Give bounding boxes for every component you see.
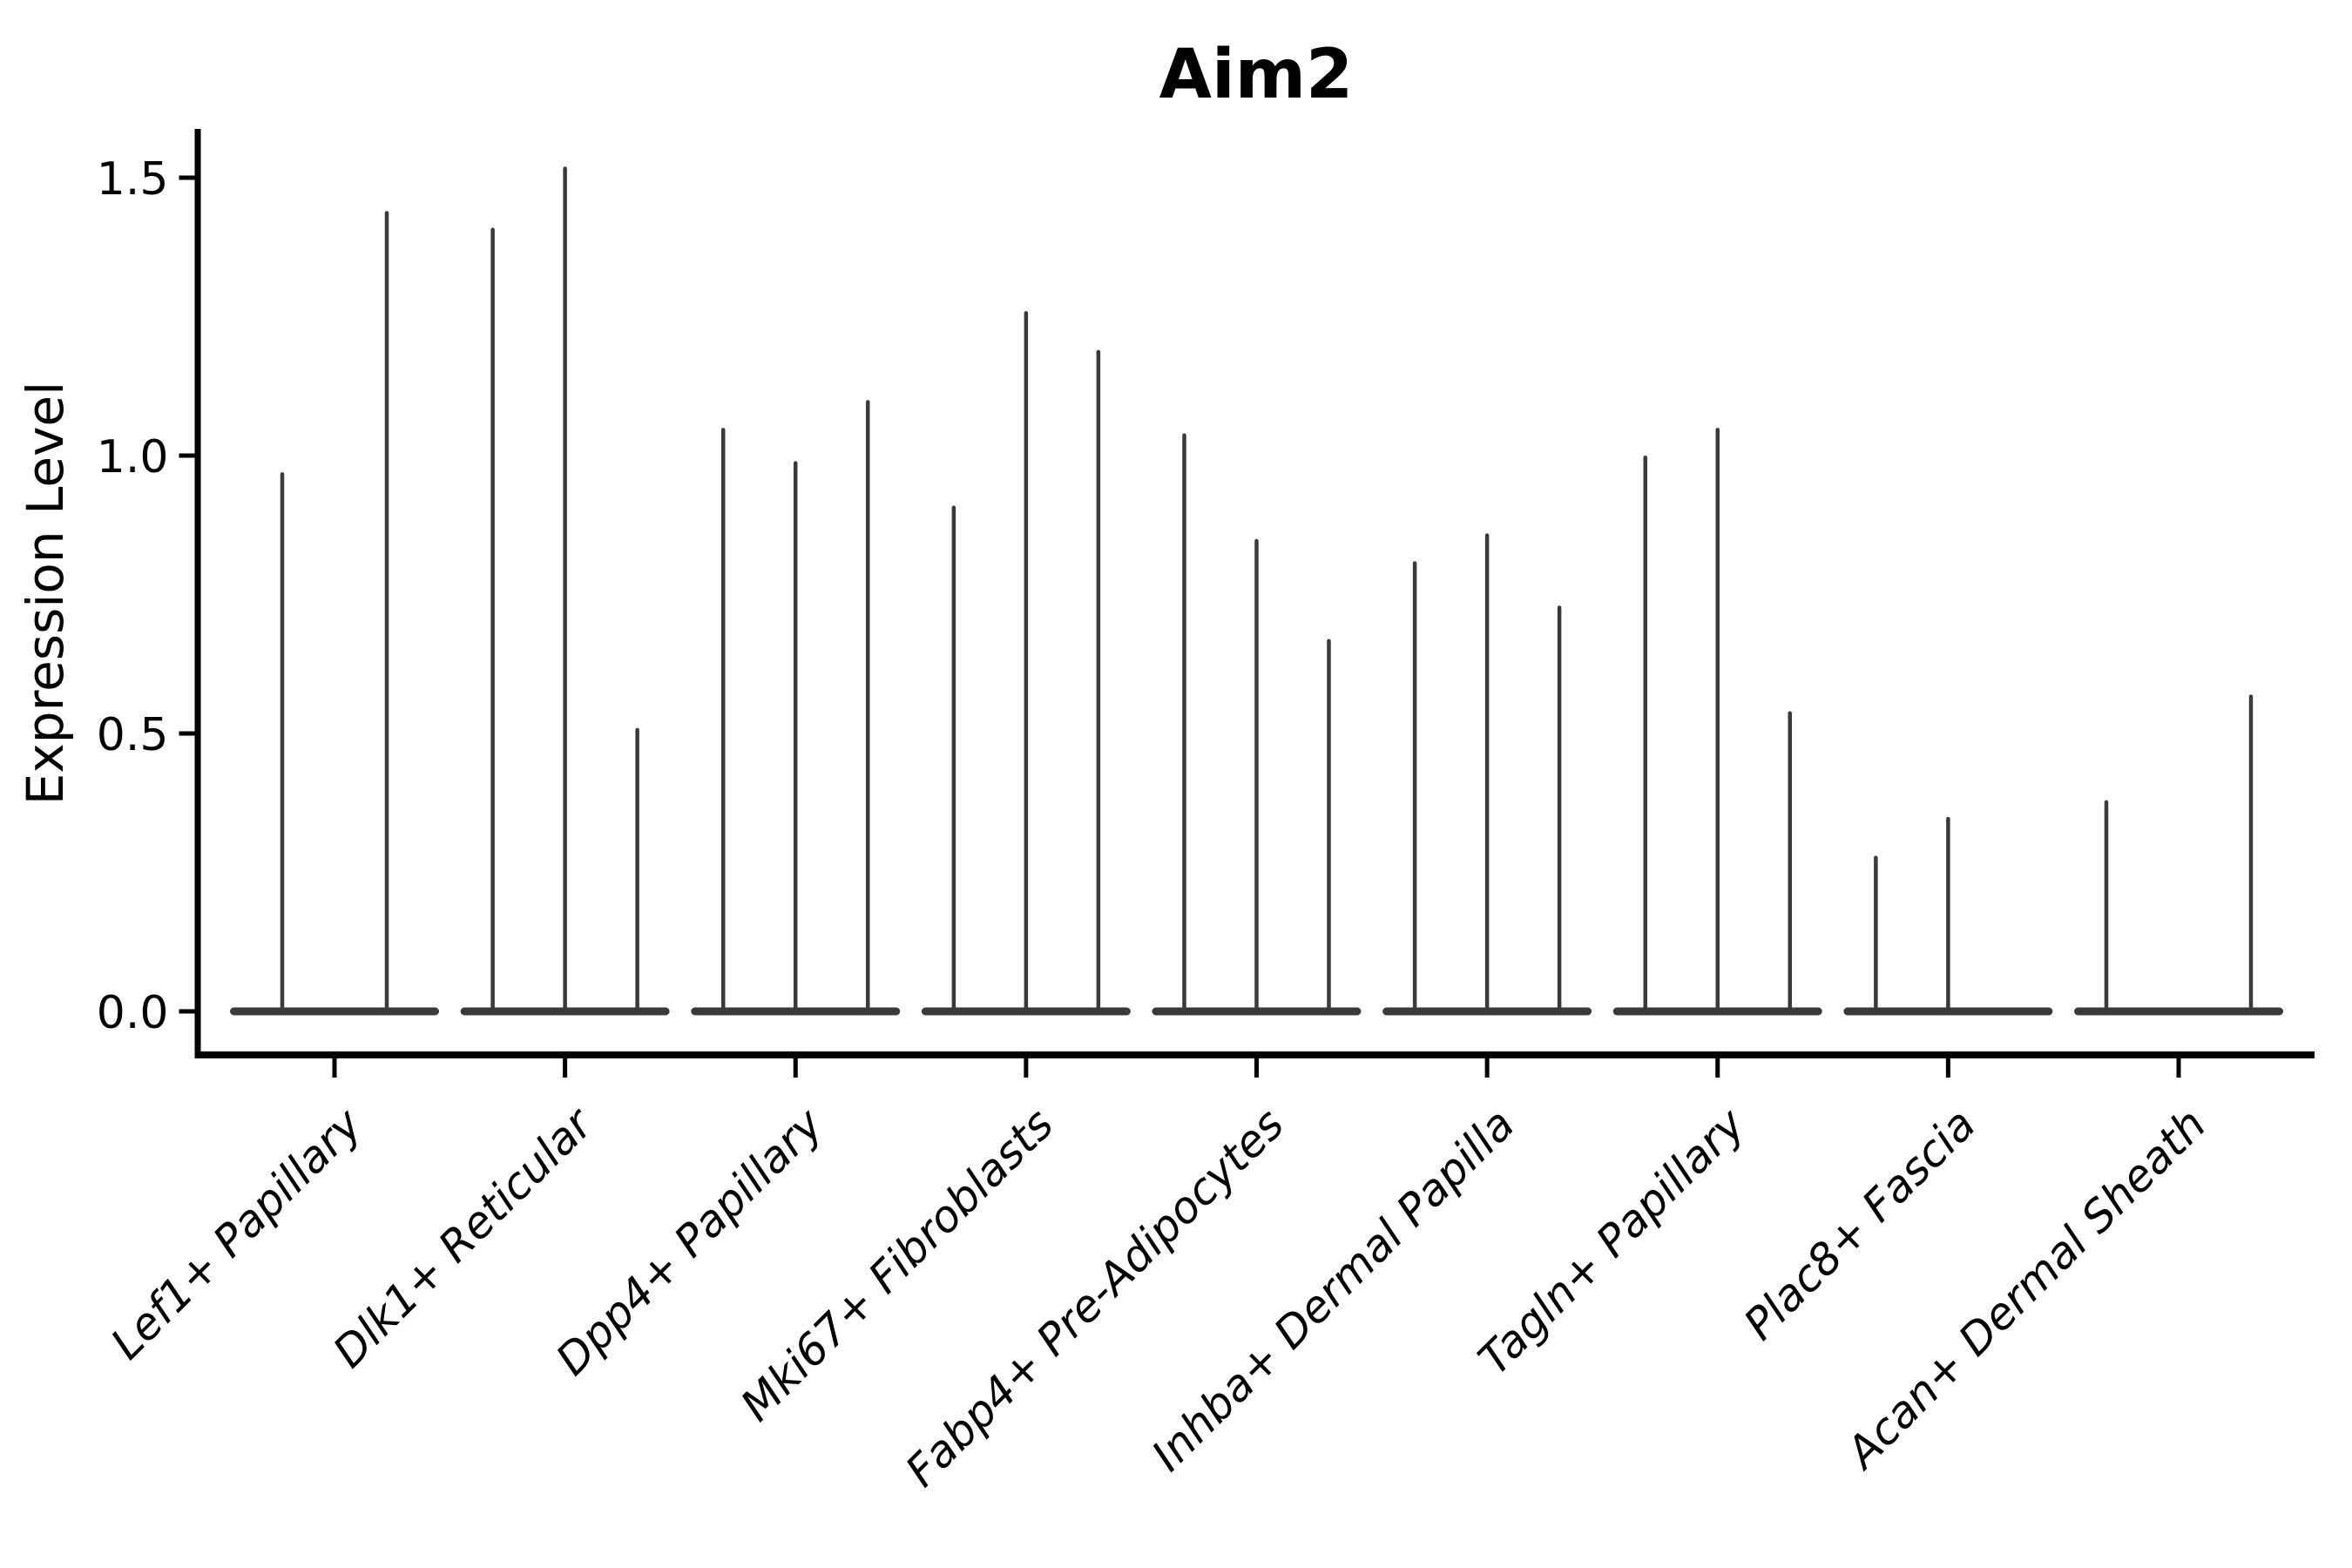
violin-spike <box>1096 349 1101 1011</box>
violin-spike <box>1874 855 1878 1011</box>
x-tick-label: Fabp4+ Pre-Adipocytes <box>896 1098 1294 1497</box>
x-tick-mark <box>332 1058 337 1078</box>
violin-base <box>1382 1007 1592 1016</box>
violin-spike <box>1788 711 1792 1011</box>
y-tick-mark <box>179 1009 195 1014</box>
x-tick-label: Plac8+ Fascia <box>1734 1098 1985 1349</box>
violin-base <box>460 1007 670 1016</box>
violin-spike <box>635 727 639 1011</box>
violin-spike <box>1412 561 1417 1011</box>
x-tick-mark <box>1945 1058 1950 1078</box>
violin-spike <box>490 227 495 1011</box>
bottom-spine <box>194 1051 2315 1058</box>
violin-spike <box>1643 456 1647 1011</box>
y-tick-label: 1.5 <box>97 153 169 206</box>
violin-spike <box>384 211 389 1011</box>
y-tick-mark <box>179 175 195 180</box>
y-tick-mark <box>179 453 195 458</box>
y-tick-label: 1.0 <box>97 431 169 483</box>
x-tick-mark <box>2176 1058 2181 1078</box>
x-tick-mark <box>1484 1058 1490 1078</box>
y-tick-mark <box>179 731 195 736</box>
violin-base <box>921 1007 1131 1016</box>
x-tick-mark <box>1254 1058 1259 1078</box>
y-tick-label: 0.5 <box>97 709 169 761</box>
violin-base <box>1152 1007 1362 1016</box>
violin-spike <box>1254 538 1259 1011</box>
violin-spike <box>280 472 285 1011</box>
violin-spike <box>1557 605 1562 1011</box>
x-tick-mark <box>1024 1058 1029 1078</box>
violin-spike <box>2104 800 2109 1011</box>
violin-spike <box>1946 816 1950 1011</box>
x-tick-mark <box>563 1058 568 1078</box>
left-spine <box>194 129 201 1058</box>
violin-base <box>691 1007 901 1016</box>
violin-spike <box>721 428 726 1012</box>
violin-base <box>1843 1007 2053 1016</box>
y-axis-label: Expression Level <box>16 382 75 805</box>
violin-base <box>230 1007 439 1016</box>
violin-spike <box>1715 428 1720 1012</box>
violin-spike <box>1484 533 1490 1011</box>
violin-spike <box>866 400 870 1011</box>
violin-base <box>1612 1007 1822 1016</box>
violin-spike <box>1327 639 1331 1011</box>
x-tick-mark <box>1715 1058 1720 1078</box>
violin-spike <box>1182 433 1186 1012</box>
x-tick-mark <box>793 1058 798 1078</box>
violin-spike <box>563 166 567 1012</box>
violin-spike <box>2248 694 2254 1011</box>
violin-spike <box>794 461 798 1011</box>
x-tick-label: Lef1+ Papillary <box>101 1098 372 1369</box>
y-tick-label: 0.0 <box>97 987 169 1039</box>
violin-spike <box>1024 311 1029 1011</box>
plot-title: Aim2 <box>1159 36 1354 114</box>
violin-spike <box>951 505 956 1011</box>
violin-base <box>2074 1007 2283 1016</box>
